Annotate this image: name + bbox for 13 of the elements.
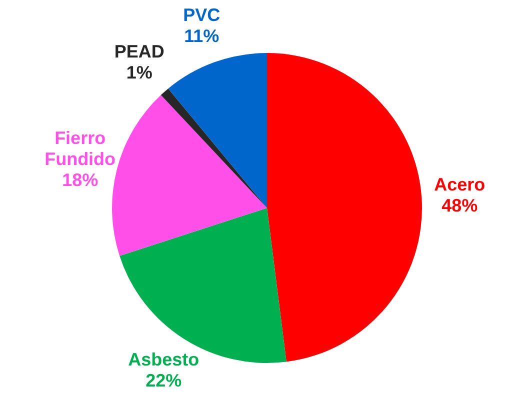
data-label: 11% bbox=[184, 26, 220, 46]
pie-slice bbox=[267, 53, 422, 362]
slice-label: PEAD bbox=[114, 41, 164, 62]
data-label: 1% bbox=[126, 62, 152, 82]
slice-label: Fierro Fundido bbox=[44, 128, 116, 169]
data-label: 22% bbox=[146, 370, 182, 390]
slice-label: PVC bbox=[183, 4, 220, 25]
slice-label: Acero bbox=[434, 174, 486, 194]
data-label: 48% bbox=[442, 195, 478, 216]
data-label: 18% bbox=[62, 170, 98, 190]
slice-label: Asbesto bbox=[128, 349, 200, 370]
pie-slice bbox=[160, 88, 267, 208]
pie-slice bbox=[168, 53, 267, 208]
